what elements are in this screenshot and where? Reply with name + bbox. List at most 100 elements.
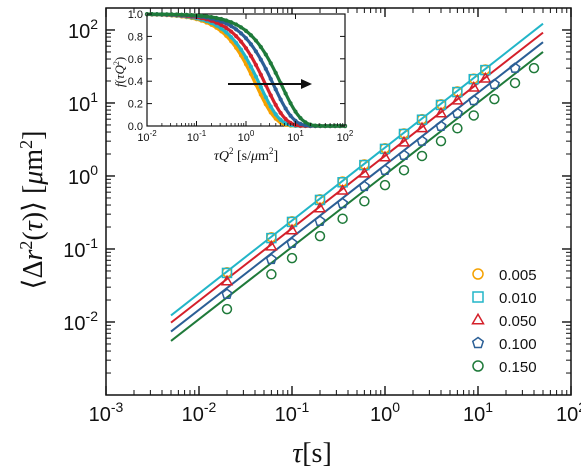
inset-x-tick-label: 10-1	[187, 129, 207, 144]
x-tick-label: 102	[556, 399, 581, 426]
data-point	[285, 223, 299, 235]
inset-point	[154, 12, 159, 17]
data-point	[379, 179, 391, 191]
inset-point	[258, 72, 263, 77]
inset-point	[243, 62, 249, 67]
inset-point	[283, 106, 288, 111]
inset-point	[174, 12, 179, 17]
data-point	[266, 269, 277, 280]
inset-point	[234, 22, 239, 27]
main-axis-ticks	[105, 7, 572, 395]
inset-point	[248, 42, 254, 47]
inset-point	[283, 116, 288, 122]
data-point	[286, 252, 298, 264]
inset-point	[189, 13, 194, 18]
data-point	[379, 164, 391, 175]
inset-y-axis-label: f(τQ2)	[112, 57, 127, 87]
legend-label: 0.010	[499, 290, 537, 307]
inset-point	[263, 52, 268, 57]
data-point	[221, 288, 233, 299]
trend-arrow-head	[301, 79, 312, 89]
inset-point	[268, 110, 273, 115]
inset-point	[234, 34, 239, 39]
data-point	[337, 213, 348, 224]
data-point	[313, 201, 327, 213]
inset-point	[224, 30, 229, 35]
inset-point	[234, 40, 239, 45]
inset-point	[273, 87, 278, 92]
inset-point	[159, 12, 164, 17]
inset-point	[283, 91, 288, 96]
fit-line	[170, 41, 544, 333]
inset-point	[238, 31, 244, 36]
legend-marker	[471, 312, 485, 325]
inset-chart: 10-2 10-1 100 101 102 0.0 0.2 0.4 0.6 0.8 1.0 τQ2 …	[112, 9, 354, 164]
inset-y-tick-label: 0.2	[128, 99, 143, 111]
inset-point	[238, 39, 244, 44]
data-point	[416, 135, 428, 146]
data-point	[468, 94, 480, 106]
inset-point	[303, 120, 308, 125]
inset-point	[184, 12, 189, 17]
inset-point	[164, 12, 169, 17]
data-point	[467, 81, 480, 92]
inset-y-tick-label: 1.0	[128, 9, 143, 21]
legend: 0.005 0.010 0.050 0.100 0.150	[471, 267, 537, 376]
inset-point	[278, 97, 283, 102]
inset-point	[258, 92, 263, 97]
data-point	[314, 215, 326, 226]
data-point	[358, 166, 371, 178]
inset-point	[298, 115, 303, 121]
inset-x-tick-label: 100	[238, 129, 255, 144]
inset-point	[298, 121, 303, 126]
data-point	[358, 180, 370, 192]
data-point	[397, 135, 411, 147]
inset-point	[229, 20, 234, 25]
inset-point	[214, 15, 219, 21]
y-tick-label: 10-1	[63, 235, 98, 262]
inset-point	[179, 12, 184, 17]
inset-axis-ticks	[146, 13, 346, 127]
inset-point	[268, 104, 273, 109]
data-point	[265, 239, 278, 251]
inset-point	[273, 102, 278, 107]
inset-point	[229, 23, 234, 29]
legend-label: 0.005	[499, 267, 537, 284]
legend-marker	[472, 291, 484, 303]
x-tick-label: 10-2	[182, 399, 217, 426]
inset-point	[333, 123, 338, 129]
data-point	[434, 106, 448, 118]
inset-point	[199, 13, 204, 18]
x-tick-label: 10-1	[275, 399, 310, 426]
inset-point	[238, 25, 244, 30]
inset-point	[248, 33, 254, 38]
data-point	[416, 150, 428, 162]
inset-point	[273, 70, 278, 75]
inset-tick-labels: 10-2 10-1 100 101 102 0.0 0.2 0.4 0.6 0.8 1.0	[128, 9, 354, 144]
inset-point	[288, 113, 293, 118]
y-tick-label: 101	[68, 89, 98, 116]
inset-point	[318, 123, 323, 129]
inset-x-tick-label: 102	[337, 129, 354, 144]
main-plot-frame	[105, 7, 572, 396]
inset-point	[204, 14, 209, 19]
inset-point	[234, 27, 239, 32]
data-point	[452, 123, 463, 134]
data-point	[435, 135, 447, 147]
inset-point	[253, 74, 258, 79]
inset-x-tick-label: 10-2	[137, 129, 157, 144]
legend-marker	[472, 360, 484, 372]
inset-point	[263, 66, 268, 71]
y-tick-label: 102	[68, 16, 98, 43]
inset-point	[263, 95, 268, 100]
data-point	[336, 183, 349, 195]
x-tick-label: 101	[463, 399, 493, 426]
data-point	[468, 110, 479, 121]
inset-x-tick-label: 101	[287, 129, 304, 144]
inset-y-tick-label: 0.8	[128, 31, 143, 43]
legend-label: 0.050	[499, 313, 537, 330]
inset-point	[293, 109, 298, 114]
x-tick-label: 100	[370, 399, 400, 426]
data-point	[451, 93, 464, 105]
